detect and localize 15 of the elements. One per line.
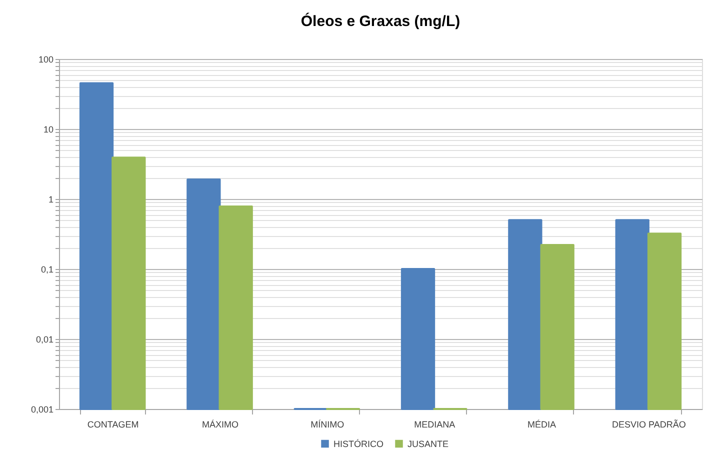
x-tick-label: MÍNIMO	[310, 420, 344, 430]
x-tick-label: DESVIO PADRÃO	[612, 420, 686, 430]
x-tick-label: MEDIANA	[414, 420, 456, 430]
x-tick-label: MÉDIA	[527, 420, 556, 430]
x-tick-label: MÁXIMO	[202, 420, 239, 430]
x-tick-label: CONTAGEM	[87, 420, 139, 430]
y-tick-label: 10	[43, 124, 54, 134]
y-tick-label: 0,01	[36, 334, 54, 344]
y-tick-label: 0,1	[40, 264, 54, 274]
legend-label: HISTÓRICO	[334, 438, 384, 449]
y-tick-label: 100	[38, 54, 54, 64]
legend-label: JUSANTE	[408, 438, 449, 449]
chart-title: Óleos e Graxas (mg/L)	[300, 12, 460, 30]
y-tick-label: 1	[48, 194, 54, 204]
y-tick-label: 0,001	[30, 404, 54, 414]
